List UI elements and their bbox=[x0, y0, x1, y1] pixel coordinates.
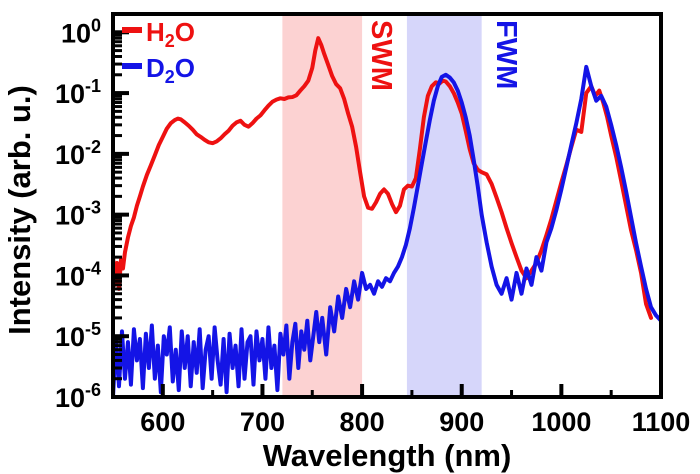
y-tick-label: 10-1 bbox=[55, 76, 101, 109]
fwm-annotation: FWM bbox=[490, 20, 522, 89]
legend-label-d2o: D2O bbox=[146, 53, 195, 87]
x-tick-label: 1100 bbox=[632, 407, 691, 437]
swm-annotation: SWM bbox=[365, 20, 397, 91]
data-curves-group bbox=[113, 36, 661, 397]
y-tick-labels: 10-6 10-5 10-4 10-3 10-2 10-1 100 bbox=[55, 15, 101, 413]
x-tick-label: 900 bbox=[439, 407, 484, 437]
y-tick-label: 10-3 bbox=[55, 198, 101, 231]
shaded-band-fwm bbox=[406, 14, 482, 397]
x-axis-title: Wavelength (nm) bbox=[263, 438, 512, 473]
x-tick-label: 1000 bbox=[531, 407, 591, 437]
y-axis-title: Intensity (arb. u.) bbox=[2, 85, 37, 335]
x-tick-labels: 600 700 800 900 1000 1100 bbox=[140, 407, 690, 437]
legend: H2O D2O bbox=[122, 17, 195, 87]
legend-label-h2o: H2O bbox=[146, 17, 195, 51]
plot-frame bbox=[111, 12, 663, 399]
x-tick-label: 700 bbox=[240, 407, 285, 437]
y-tick-label: 10-5 bbox=[55, 319, 101, 352]
x-tick-label: 600 bbox=[140, 407, 185, 437]
curve-d2o bbox=[113, 64, 661, 397]
shaded-bands-group bbox=[282, 14, 482, 397]
y-tick-label: 100 bbox=[61, 15, 101, 48]
y-tick-label: 10-6 bbox=[55, 380, 101, 413]
y-tick-label: 10-4 bbox=[55, 258, 101, 291]
y-tick-label: 10-2 bbox=[55, 137, 101, 170]
curve-h2o bbox=[113, 36, 654, 320]
x-tick-label: 800 bbox=[340, 407, 385, 437]
axis-ticks-group bbox=[111, 12, 663, 399]
